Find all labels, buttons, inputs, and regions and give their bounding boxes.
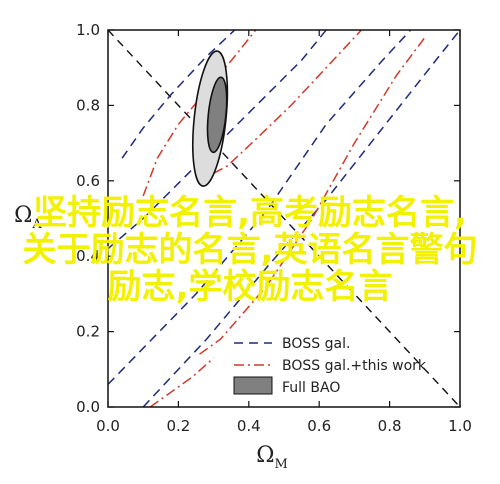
- overlay-text-line-3: 励志,学校励志名言: [107, 267, 393, 307]
- y-tick-label: 1.0: [76, 21, 100, 39]
- y-tick-label: 0.4: [76, 247, 100, 265]
- legend: BOSS gal. BOSS gal.+this work Full BAO: [233, 336, 427, 396]
- legend-swatch-3: [233, 376, 273, 395]
- contour-2-1: [199, 37, 426, 355]
- y-tick-label: 0.0: [76, 398, 100, 416]
- contour-1-1: [108, 30, 412, 385]
- x-tick-label: 1.0: [448, 417, 472, 435]
- reference-line-1: [108, 30, 460, 407]
- contour-1-2: [142, 30, 460, 407]
- overlay-text-line-1: 坚持励志名言,高考励志名言,: [33, 193, 467, 233]
- legend-label-2: BOSS gal.+this work: [282, 358, 427, 374]
- y-axis-title: ΩΛ: [14, 203, 42, 232]
- x-tick-label: 0.6: [307, 417, 331, 435]
- contour-1-3: [121, 30, 236, 159]
- x-tick-label: 0.4: [237, 417, 261, 435]
- overlay-text-line-2: 关于励志的名言,英语名言警句: [22, 230, 478, 270]
- plot-frame: [107, 29, 461, 408]
- x-tick-label: 0.8: [378, 417, 402, 435]
- y-tick-label: 0.6: [76, 172, 100, 190]
- contour-2-2: [149, 357, 215, 407]
- legend-label-1: BOSS gal.: [282, 336, 350, 352]
- y-tick-label: 0.8: [76, 96, 100, 114]
- contour-2-4: [213, 30, 362, 174]
- contour-2-3: [142, 30, 257, 197]
- x-axis-title: ΩM: [256, 443, 288, 472]
- x-tick-label: 0.0: [96, 417, 120, 435]
- y-tick-label: 0.2: [76, 323, 100, 341]
- confidence-ellipse-2: [206, 76, 228, 154]
- x-tick-label: 0.2: [166, 417, 190, 435]
- legend-label-3: Full BAO: [282, 380, 340, 396]
